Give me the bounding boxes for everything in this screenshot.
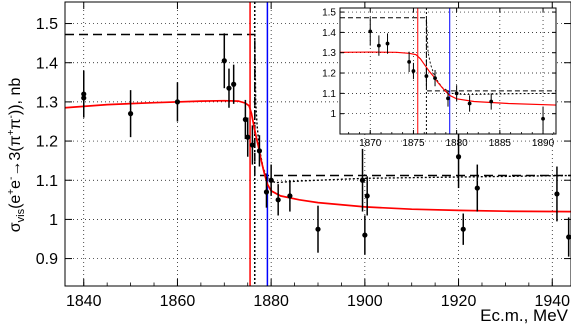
x-tick-label: 1860 xyxy=(160,293,196,310)
x-tick-label: 1890 xyxy=(532,138,555,149)
dashed-step-model xyxy=(340,17,556,92)
data-point xyxy=(242,116,248,123)
y-tick-label: 1.1 xyxy=(36,173,58,190)
x-tick-label: 1880 xyxy=(253,293,289,310)
y-tick-label: 1 xyxy=(49,212,58,229)
plot-frame xyxy=(339,7,557,135)
y-tick-label: 0.9 xyxy=(36,251,58,268)
data-point xyxy=(566,234,571,240)
data-point xyxy=(275,197,281,203)
x-tick-label: 1880 xyxy=(446,138,469,149)
data-point xyxy=(455,154,462,160)
y-axis-label-part: )), nb xyxy=(7,78,24,115)
fit-curve xyxy=(340,51,556,106)
y-axis-label-part: - xyxy=(6,115,17,118)
y-axis-label-part: (e xyxy=(7,195,24,209)
y-tick-label: 1.2 xyxy=(322,69,336,80)
data-point xyxy=(454,91,459,96)
data-point xyxy=(245,134,251,140)
data-point xyxy=(446,96,450,101)
data-point xyxy=(368,29,373,34)
data-point xyxy=(221,58,227,64)
y-tick-label: 1.2 xyxy=(36,134,58,151)
x-tick-label: 1885 xyxy=(489,138,512,149)
data-point xyxy=(287,193,293,199)
data-point xyxy=(376,43,381,48)
y-axis-label-part: e xyxy=(7,180,24,189)
data-point xyxy=(174,99,181,105)
data-point xyxy=(364,193,370,199)
y-axis-label: σvis(e+e-→3(π+π-)), nb xyxy=(6,78,27,233)
y-axis-label-part: π xyxy=(7,118,24,129)
data-point xyxy=(268,177,274,183)
inset-plot: 1870 1875 1880 1885 1890 1 1.1 1.2 1.3 1.4 1.5 xyxy=(322,7,557,149)
data-point xyxy=(263,189,270,195)
y-tick-label: 1.3 xyxy=(36,94,58,111)
y-tick-label: 1.3 xyxy=(322,48,336,59)
x-axis-label: Ec.m., MeV xyxy=(480,306,569,325)
data-point xyxy=(249,142,256,148)
data-point xyxy=(489,99,494,104)
data-point xyxy=(411,69,416,73)
y-axis-label-part: →3(π xyxy=(7,135,24,176)
x-tick-label: 1840 xyxy=(66,293,102,310)
data-point xyxy=(315,226,321,232)
y-axis-label-part: + xyxy=(6,129,17,135)
x-tick-label: 1920 xyxy=(441,293,477,310)
y-axis-label-part: σ xyxy=(7,222,24,232)
plot-background xyxy=(340,8,556,134)
y-axis-label-part: vis xyxy=(15,208,27,222)
y-tick-label: 1.5 xyxy=(322,8,336,19)
data-point xyxy=(467,101,472,106)
data-point xyxy=(127,111,134,117)
data-point xyxy=(226,85,232,91)
y-tick-label: 1.5 xyxy=(36,16,58,33)
y-tick-label: 1.4 xyxy=(322,28,336,39)
x-tick-label: 1900 xyxy=(347,293,383,310)
dotted-model-curve xyxy=(254,34,571,184)
x-tick-label: 1940 xyxy=(534,293,570,310)
y-axis-label-part: - xyxy=(6,177,17,180)
data-point xyxy=(362,232,368,238)
data-point xyxy=(474,185,480,191)
data-point xyxy=(424,74,429,78)
data-point xyxy=(433,76,437,81)
y-tick-label: 1 xyxy=(330,109,336,120)
data-point xyxy=(407,59,412,64)
data-point xyxy=(81,95,87,101)
data-point xyxy=(541,116,545,121)
x-tick-label: 1870 xyxy=(359,138,382,149)
data-point xyxy=(359,177,366,183)
y-axis-label-part: + xyxy=(6,189,17,195)
x-tick-label: 1875 xyxy=(402,138,425,149)
data-point xyxy=(554,191,560,197)
data-point xyxy=(256,148,263,154)
y-tick-label: 1.4 xyxy=(36,55,58,72)
data-point xyxy=(385,41,390,46)
data-point xyxy=(231,81,237,87)
dashed-step-model xyxy=(65,33,571,177)
y-tick-label: 1.1 xyxy=(322,89,336,100)
data-point xyxy=(460,226,466,232)
